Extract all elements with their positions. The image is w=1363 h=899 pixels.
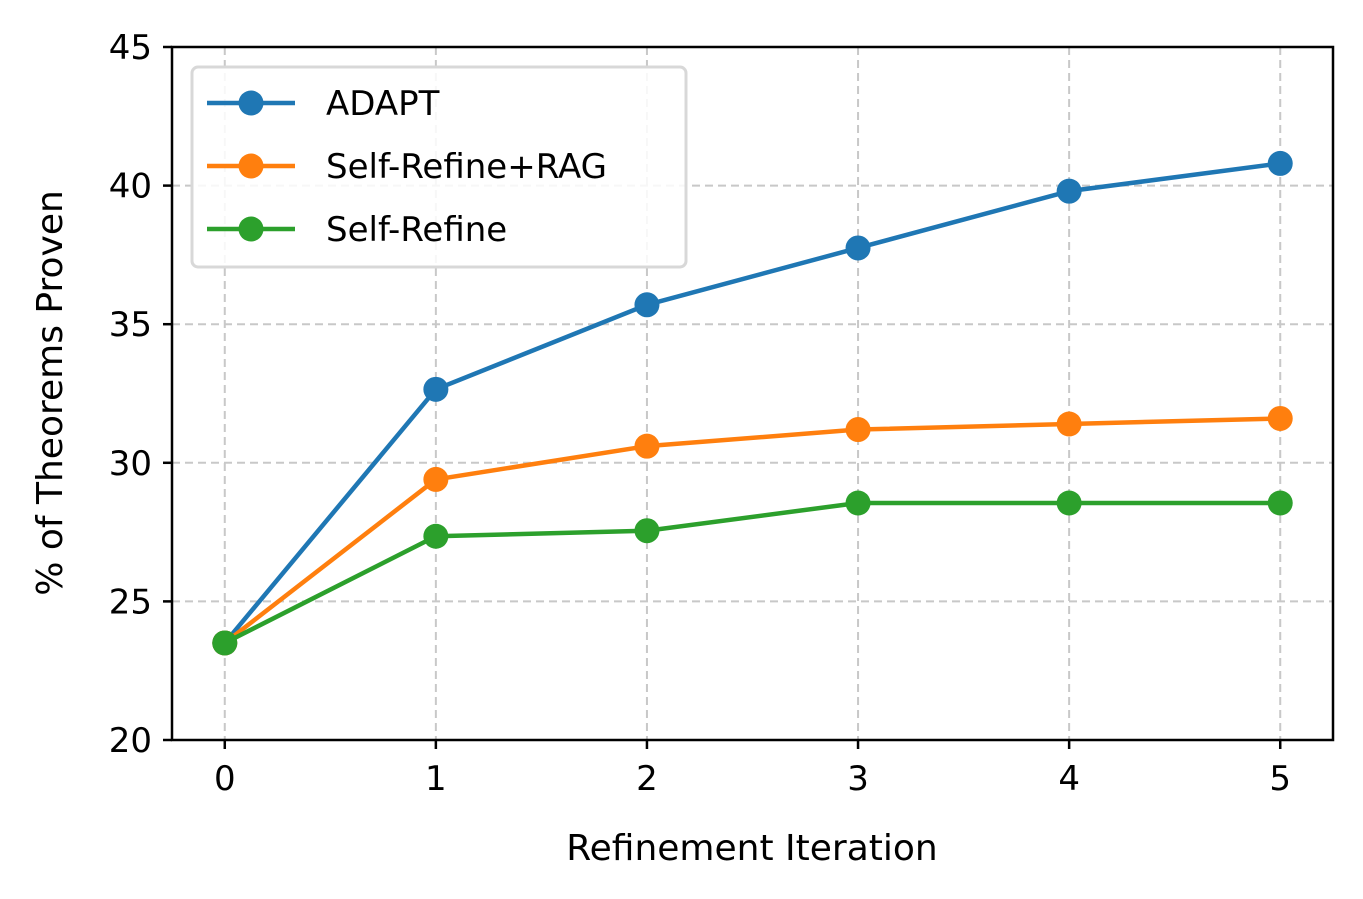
data-point (423, 466, 449, 492)
legend-label: ADAPT (326, 84, 440, 124)
data-point (423, 523, 449, 549)
data-point (634, 433, 660, 459)
data-point (845, 235, 871, 261)
series-layer (212, 150, 1293, 656)
legend: ADAPT Self-Refine+RAG Self-Refine (190, 65, 688, 269)
legend-swatch-marker (238, 216, 264, 242)
x-tick-label: 0 (214, 759, 236, 799)
legend-entry: Self-Refine (207, 210, 507, 250)
legend-label: Self-Refine+RAG (326, 147, 607, 187)
y-tick-label: 40 (109, 167, 152, 207)
data-point (1056, 178, 1082, 204)
series-self-refine-rag (212, 405, 1293, 656)
series-line (222, 416, 1283, 646)
legend-entry: Self-Refine+RAG (207, 147, 607, 187)
data-point (1056, 411, 1082, 437)
data-point (423, 376, 449, 402)
x-tick-label: 5 (1269, 759, 1291, 799)
x-axis-label: Refinement Iteration (566, 828, 937, 869)
data-point (845, 490, 871, 516)
series-line (222, 161, 1283, 646)
legend-swatch-marker (238, 153, 264, 179)
y-tick-label: 20 (109, 721, 152, 761)
data-point (634, 518, 660, 544)
x-tick-label: 3 (847, 759, 869, 799)
legend-swatch-marker (238, 90, 264, 116)
legend-label: Self-Refine (326, 210, 507, 250)
legend-entry: ADAPT (207, 84, 440, 124)
y-axis-label: % of Theorems Proven (30, 190, 71, 596)
data-point (1267, 405, 1293, 431)
data-point (1056, 490, 1082, 516)
data-point (845, 417, 871, 443)
legend-box (190, 65, 688, 269)
data-point (1267, 150, 1293, 176)
plot-frame (170, 45, 1335, 742)
data-point (634, 292, 660, 318)
y-tick-label: 45 (109, 28, 152, 68)
series-self-refine (212, 490, 1293, 656)
data-point (212, 630, 238, 656)
series-line (222, 500, 1283, 646)
y-tick-label: 25 (109, 582, 152, 622)
y-tick-label: 35 (109, 305, 152, 345)
y-tick-label: 30 (109, 444, 152, 484)
x-tick-label: 1 (425, 759, 447, 799)
x-tick-label: 2 (636, 759, 658, 799)
x-tick-label: 4 (1058, 759, 1080, 799)
data-point (1267, 490, 1293, 516)
